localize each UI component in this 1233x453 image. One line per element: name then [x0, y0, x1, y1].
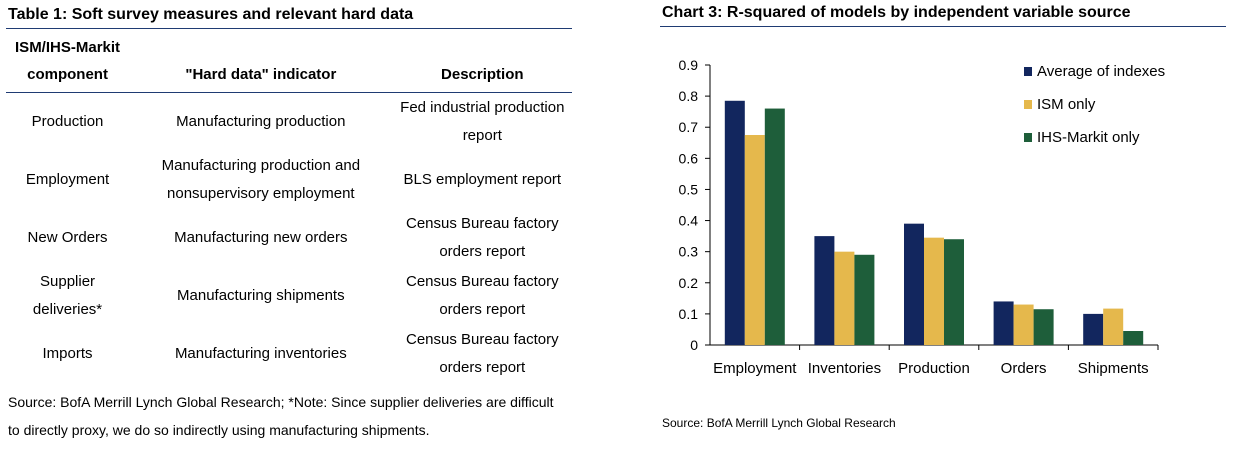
row-indicator: Manufacturing inventories	[174, 345, 347, 362]
x-category-label: Orders	[1001, 360, 1047, 377]
bar-employment-0	[724, 100, 745, 346]
chart-panel: Chart 3: R-squared of models by independ…	[660, 0, 1226, 453]
row-indicator: Manufacturing shipments	[177, 287, 345, 304]
bar-inventories-0	[814, 236, 835, 345]
row-component: Employment	[25, 171, 110, 188]
row-indicator: Manufacturing production	[176, 113, 346, 130]
y-tick-label: 0.2	[679, 275, 699, 291]
hard-data-table: ISM/IHS-Markit component "Hard data" ind…	[6, 34, 572, 383]
legend-label: IHS-Markit only	[1037, 129, 1140, 146]
table-row: New Orders Manufacturing new orders Cens…	[6, 209, 572, 267]
row-description: Census Bureau factory orders report	[406, 331, 559, 376]
chart-title: Chart 3: R-squared of models by independ…	[662, 4, 1131, 21]
y-tick-label: 0.7	[679, 119, 699, 135]
row-description: Census Bureau factory orders report	[406, 273, 559, 318]
table-row: Supplier deliveries* Manufacturing shipm…	[6, 267, 572, 325]
bar-shipments-1	[1103, 308, 1124, 345]
legend-swatch	[1024, 100, 1032, 109]
row-description: BLS employment report	[403, 171, 562, 188]
bar-orders-1	[1013, 304, 1034, 345]
bar-shipments-2	[1123, 331, 1144, 345]
bar-production-1	[924, 237, 944, 345]
legend-label: Average of indexes	[1037, 63, 1165, 80]
bar-orders-0	[993, 301, 1014, 345]
legend-swatch	[1024, 133, 1032, 142]
header-indicator: "Hard data" indicator	[185, 66, 337, 83]
row-indicator: Manufacturing new orders	[174, 229, 348, 246]
chart-title-rule	[660, 26, 1226, 27]
chart-source-note: Source: BofA Merrill Lynch Global Resear…	[662, 416, 896, 430]
header-component-line2: component	[27, 66, 108, 83]
table-title: Table 1: Soft survey measures and releva…	[8, 6, 414, 23]
row-component: Production	[31, 113, 104, 130]
x-category-label: Production	[898, 360, 970, 377]
row-indicator: Manufacturing production and nonsupervis…	[161, 157, 361, 202]
x-category-label: Inventories	[808, 360, 881, 377]
y-tick-label: 0.3	[679, 244, 699, 260]
row-description: Census Bureau factory orders report	[406, 215, 559, 260]
table-panel: Table 1: Soft survey measures and releva…	[6, 0, 572, 453]
table-header-row: ISM/IHS-Markit component "Hard data" ind…	[6, 34, 572, 93]
legend-label: ISM only	[1037, 96, 1096, 113]
header-component: ISM/IHS-Markit component	[6, 34, 129, 93]
y-tick-label: 0.9	[679, 57, 699, 73]
y-tick-label: 0.4	[679, 213, 699, 229]
bar-inventories-1	[834, 251, 855, 345]
header-description: Description	[441, 66, 524, 83]
bar-shipments-0	[1083, 313, 1104, 345]
x-category-label: Employment	[713, 360, 797, 377]
bar-production-0	[904, 223, 924, 345]
y-tick-label: 0.1	[679, 306, 699, 322]
table-row: Employment Manufacturing production and …	[6, 151, 572, 209]
row-description: Fed industrial production report	[400, 99, 565, 144]
bar-production-2	[944, 239, 964, 345]
header-component-line1: ISM/IHS-Markit	[15, 39, 121, 56]
row-component: Supplier deliveries*	[32, 273, 103, 318]
table-row: Production Manufacturing production Fed …	[6, 93, 572, 152]
bar-orders-2	[1033, 309, 1054, 345]
row-component: New Orders	[27, 229, 108, 246]
bar-inventories-2	[854, 254, 875, 345]
row-component: Imports	[42, 345, 93, 362]
bar-employment-1	[744, 135, 765, 345]
y-tick-label: 0.6	[679, 150, 699, 166]
bar-chart: 0 0.1 0.2 0.3 0.4 0.5 0.6 0.7 0.8 0.9 Employment In…	[679, 57, 1166, 377]
bar-employment-2	[764, 108, 785, 345]
table-title-rule	[6, 28, 572, 29]
legend-swatch	[1024, 67, 1032, 76]
y-tick-label: 0	[690, 337, 698, 353]
y-tick-label: 0.5	[679, 181, 699, 197]
table-source-note: Source: BofA Merrill Lynch Global Resear…	[8, 394, 554, 438]
table-row: Imports Manufacturing inventories Census…	[6, 325, 572, 383]
x-category-label: Shipments	[1078, 360, 1149, 377]
y-tick-label: 0.8	[679, 88, 699, 104]
